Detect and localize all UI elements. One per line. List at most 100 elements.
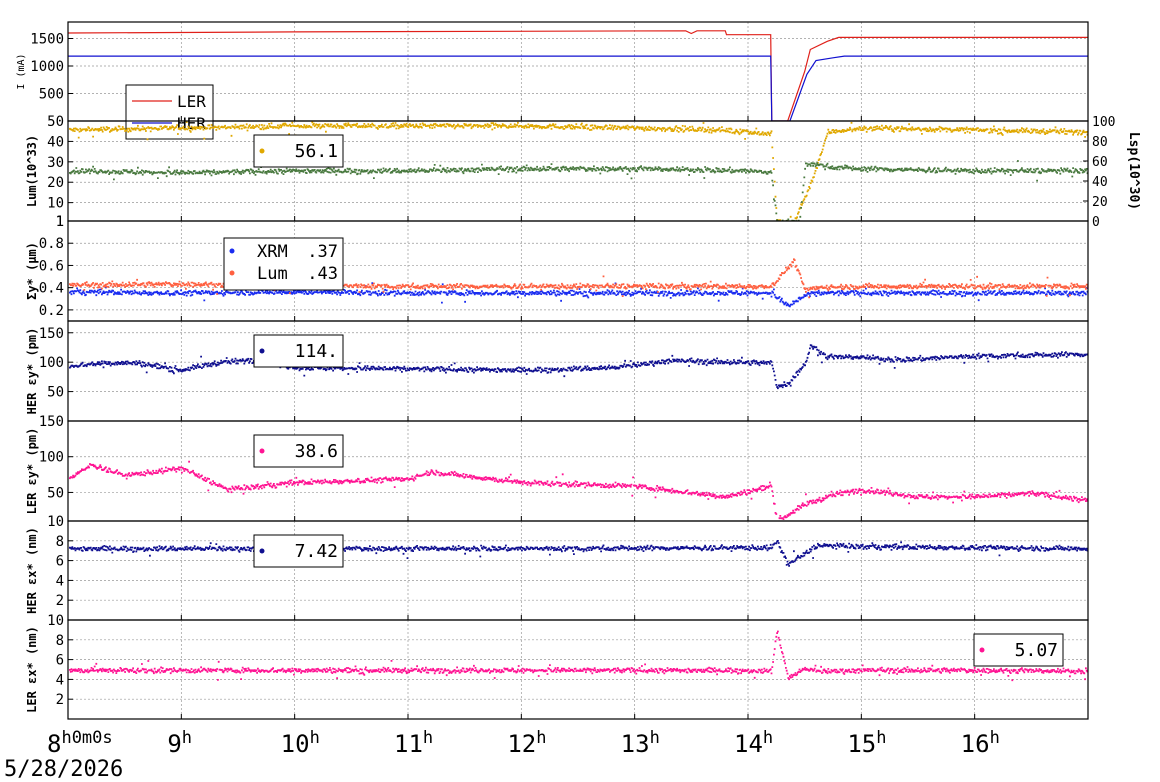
y-tick-label: 1500 bbox=[30, 32, 64, 48]
y-tick-label: 100 bbox=[39, 450, 64, 466]
y-tick-label: 50 bbox=[47, 485, 64, 501]
chart-panel-6: 2 4 6 8 HER εx* (nm) 7.42 bbox=[25, 520, 1089, 621]
y-tick-label: 50 bbox=[47, 114, 64, 130]
grid-2 bbox=[68, 121, 1088, 221]
y-tick-label: 0.6 bbox=[39, 258, 64, 274]
series-group-7 bbox=[69, 630, 1088, 682]
series-group-1 bbox=[68, 30, 1088, 121]
y-tick-label: 4 bbox=[56, 672, 64, 688]
panel-frame bbox=[67, 220, 1089, 322]
y-tick-label: 10 bbox=[47, 613, 64, 629]
panel-frame bbox=[67, 420, 1089, 522]
x-tick-label: 15h bbox=[847, 728, 886, 758]
y-tick-label: 10 bbox=[47, 514, 64, 530]
legend-box bbox=[253, 534, 344, 568]
y-tick-label: 500 bbox=[39, 87, 64, 103]
legend-marker bbox=[259, 548, 265, 554]
legend-7: 5.07 bbox=[973, 633, 1064, 667]
legend-marker bbox=[229, 248, 235, 254]
grid-4 bbox=[68, 321, 1088, 421]
y2-tick-label: 0 bbox=[1092, 215, 1100, 230]
y-tick-label: 10 bbox=[47, 196, 64, 212]
series-group-5 bbox=[69, 460, 1088, 520]
y-tick-label: 150 bbox=[39, 414, 64, 430]
chart-panel-7: 2 4 6 8 10 LER εx* (nm) 5.07 bbox=[25, 613, 1089, 720]
y-tick-label: 50 bbox=[47, 385, 64, 401]
legend-marker bbox=[229, 270, 235, 276]
chart-panel-3: 0.2 0.4 0.6 0.8 1 Σy* (μm) XRM .37 Lum .43 bbox=[25, 214, 1089, 322]
legend-5: 38.6 bbox=[253, 434, 344, 468]
legend-value: 38.6 bbox=[295, 441, 338, 462]
x-tick-label: 10h bbox=[281, 728, 320, 758]
legend-value: 56.1 bbox=[295, 141, 338, 162]
y2-tick-label: 20 bbox=[1092, 195, 1108, 210]
legend-value: 5.07 bbox=[1015, 640, 1058, 661]
y-tick-label: 1 bbox=[56, 214, 64, 230]
legend-box bbox=[253, 434, 344, 468]
y-axis-label: I (mA) bbox=[16, 53, 27, 89]
x-tick-label: 9h bbox=[167, 728, 192, 758]
series-line-ler bbox=[68, 30, 1088, 121]
legend-marker bbox=[259, 448, 265, 454]
x-tick-label: 11h bbox=[394, 728, 433, 758]
legend-marker bbox=[259, 348, 265, 354]
x-tick-label: 14h bbox=[734, 728, 773, 758]
y-tick-label: 1 bbox=[56, 214, 64, 230]
legend-value: .37 bbox=[307, 242, 338, 262]
grid-1 bbox=[68, 22, 1088, 121]
series-line-her bbox=[68, 55, 1088, 121]
y-tick-label: 8 bbox=[56, 534, 64, 550]
y-tick-label: 6 bbox=[56, 653, 64, 669]
y-axis-label: HER εy* (pm) bbox=[25, 328, 39, 415]
grid-3 bbox=[68, 221, 1088, 321]
grid-5 bbox=[68, 421, 1088, 521]
series-points-series-1 bbox=[69, 460, 1088, 520]
legend-label: XRM bbox=[257, 242, 288, 262]
y-axis-label: LER εy* (pm) bbox=[25, 428, 39, 515]
series-points-series-1 bbox=[69, 630, 1088, 682]
legend-value: .43 bbox=[307, 264, 338, 284]
legend-box bbox=[223, 237, 344, 291]
y-tick-label: 100 bbox=[39, 355, 64, 371]
series-points-series-1 bbox=[69, 540, 1088, 567]
legend-box bbox=[253, 134, 344, 168]
chart-panel-2: 1 10 20 30 40 50 Lum(10^33) 0 20 40 60 80 100 Lsp(10^… bbox=[25, 114, 1141, 230]
legend-2: 56.1 bbox=[253, 134, 344, 168]
series-points-series-2 bbox=[69, 160, 1088, 221]
y-axis-label: HER εx* (nm) bbox=[25, 527, 39, 614]
y-tick-label: 6 bbox=[56, 554, 64, 570]
y-axis-label: Σy* (μm) bbox=[25, 242, 39, 300]
x-tick-label: 13h bbox=[621, 728, 660, 758]
legend-marker bbox=[979, 647, 985, 653]
y-tick-label: 0.8 bbox=[39, 236, 64, 252]
legend-value: 7.42 bbox=[295, 541, 338, 562]
legend-label: LER bbox=[177, 92, 206, 111]
y-tick-label: 0.2 bbox=[39, 303, 64, 319]
y-tick-label: 40 bbox=[47, 134, 64, 150]
series-group-4 bbox=[69, 344, 1088, 390]
legend-3: XRM .37 Lum .43 bbox=[223, 237, 344, 291]
y2-tick-label: 40 bbox=[1092, 175, 1108, 190]
y-tick-label: 30 bbox=[47, 155, 64, 171]
date-label: 5/28/2026 bbox=[4, 757, 124, 782]
legend-box bbox=[253, 334, 344, 368]
legend-value: 114. bbox=[295, 341, 338, 362]
series-group-6 bbox=[69, 540, 1088, 567]
y-tick-label: 2 bbox=[56, 692, 64, 708]
legend-6: 7.42 bbox=[253, 534, 344, 568]
y-tick-label: 2 bbox=[56, 593, 64, 609]
legend-marker bbox=[259, 148, 265, 154]
legend-label: Lum bbox=[257, 264, 288, 284]
x-axis-labels: 8h0m0s 9h 10h 11h 12h 13h 14h 15h 16h bbox=[47, 728, 1000, 758]
x-tick-label: 16h bbox=[961, 728, 1000, 758]
y-tick-label: 8 bbox=[56, 633, 64, 649]
x-tick-label: 8h0m0s bbox=[47, 728, 113, 758]
y2-axis-label: Lsp(10^30) bbox=[1126, 132, 1141, 210]
y2-tick-label: 60 bbox=[1092, 155, 1108, 170]
y-tick-label: 0.4 bbox=[39, 281, 64, 297]
